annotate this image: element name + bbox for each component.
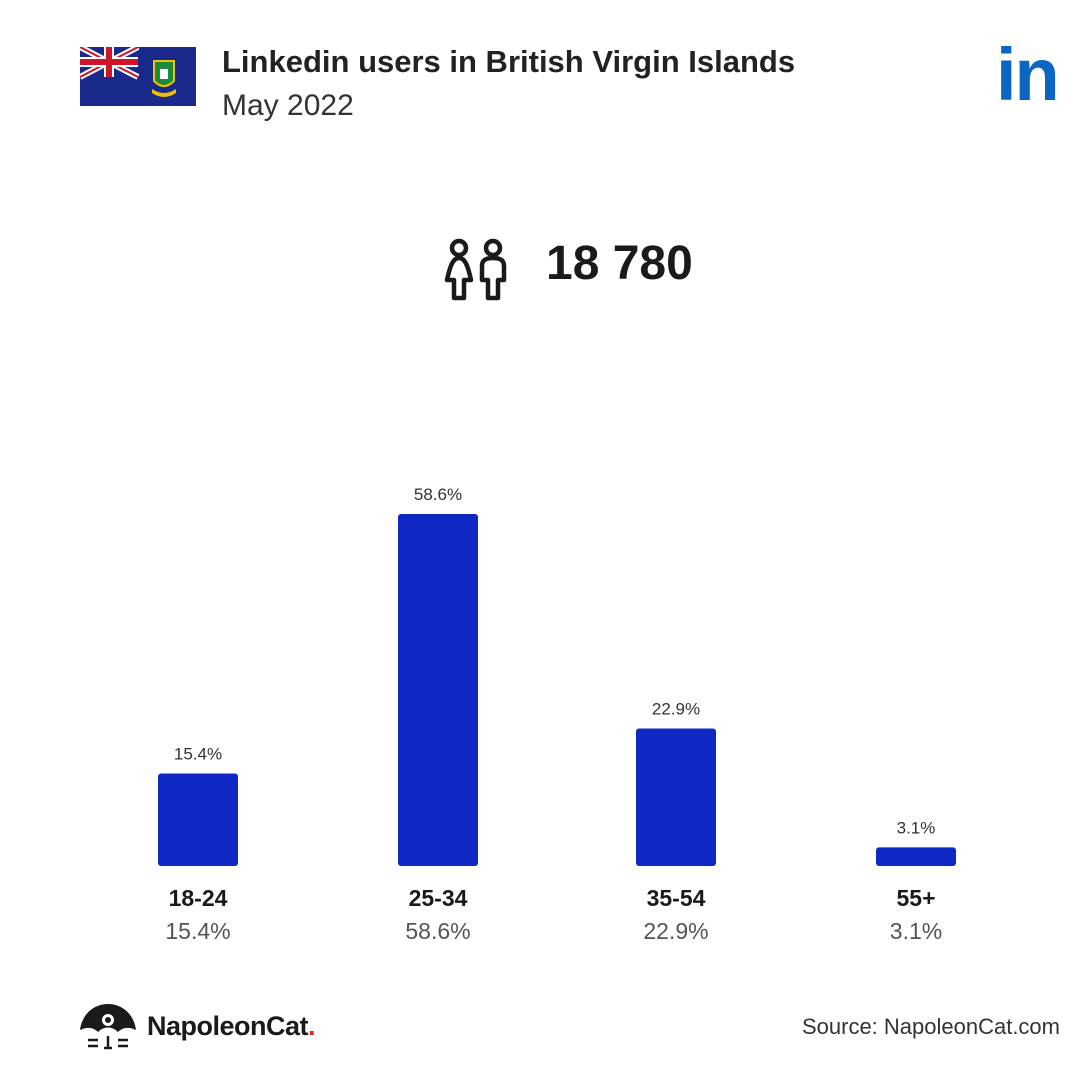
brand-dot: .	[308, 1011, 316, 1041]
category-label: 25-34	[409, 885, 468, 911]
category-percent-label: 58.6%	[405, 918, 470, 944]
napoleoncat-logo-icon	[80, 1004, 136, 1050]
bar-value-label: 15.4%	[174, 744, 222, 763]
total-users-count: 18 780	[546, 237, 693, 290]
category-percent-label: 3.1%	[890, 918, 942, 944]
category-label: 35-54	[647, 885, 706, 911]
category-percent-label: 15.4%	[165, 918, 230, 944]
bar-value-label: 3.1%	[897, 818, 936, 837]
bar-35-54	[636, 728, 716, 866]
bar-value-label: 58.6%	[414, 485, 462, 504]
bar-25-34	[398, 514, 478, 866]
brand-name: NapoleonCat.	[147, 1011, 316, 1042]
category-percent-label: 22.9%	[643, 918, 708, 944]
source-label: Source: NapoleonCat.com	[801, 1014, 1060, 1039]
category-label: 18-24	[169, 885, 228, 911]
brand-name-text: NapoleonCat	[147, 1011, 309, 1041]
british-virgin-islands-flag-icon	[80, 47, 196, 106]
bar-18-24	[158, 773, 238, 866]
users-icon	[444, 238, 507, 301]
linkedin-logo-icon: in	[996, 33, 1060, 116]
page-subtitle: May 2022	[222, 89, 354, 122]
category-label: 55+	[896, 885, 935, 911]
page-title: Linkedin users in British Virgin Islands	[222, 44, 796, 79]
bar-55+	[876, 847, 956, 866]
bar-value-label: 22.9%	[652, 699, 700, 718]
